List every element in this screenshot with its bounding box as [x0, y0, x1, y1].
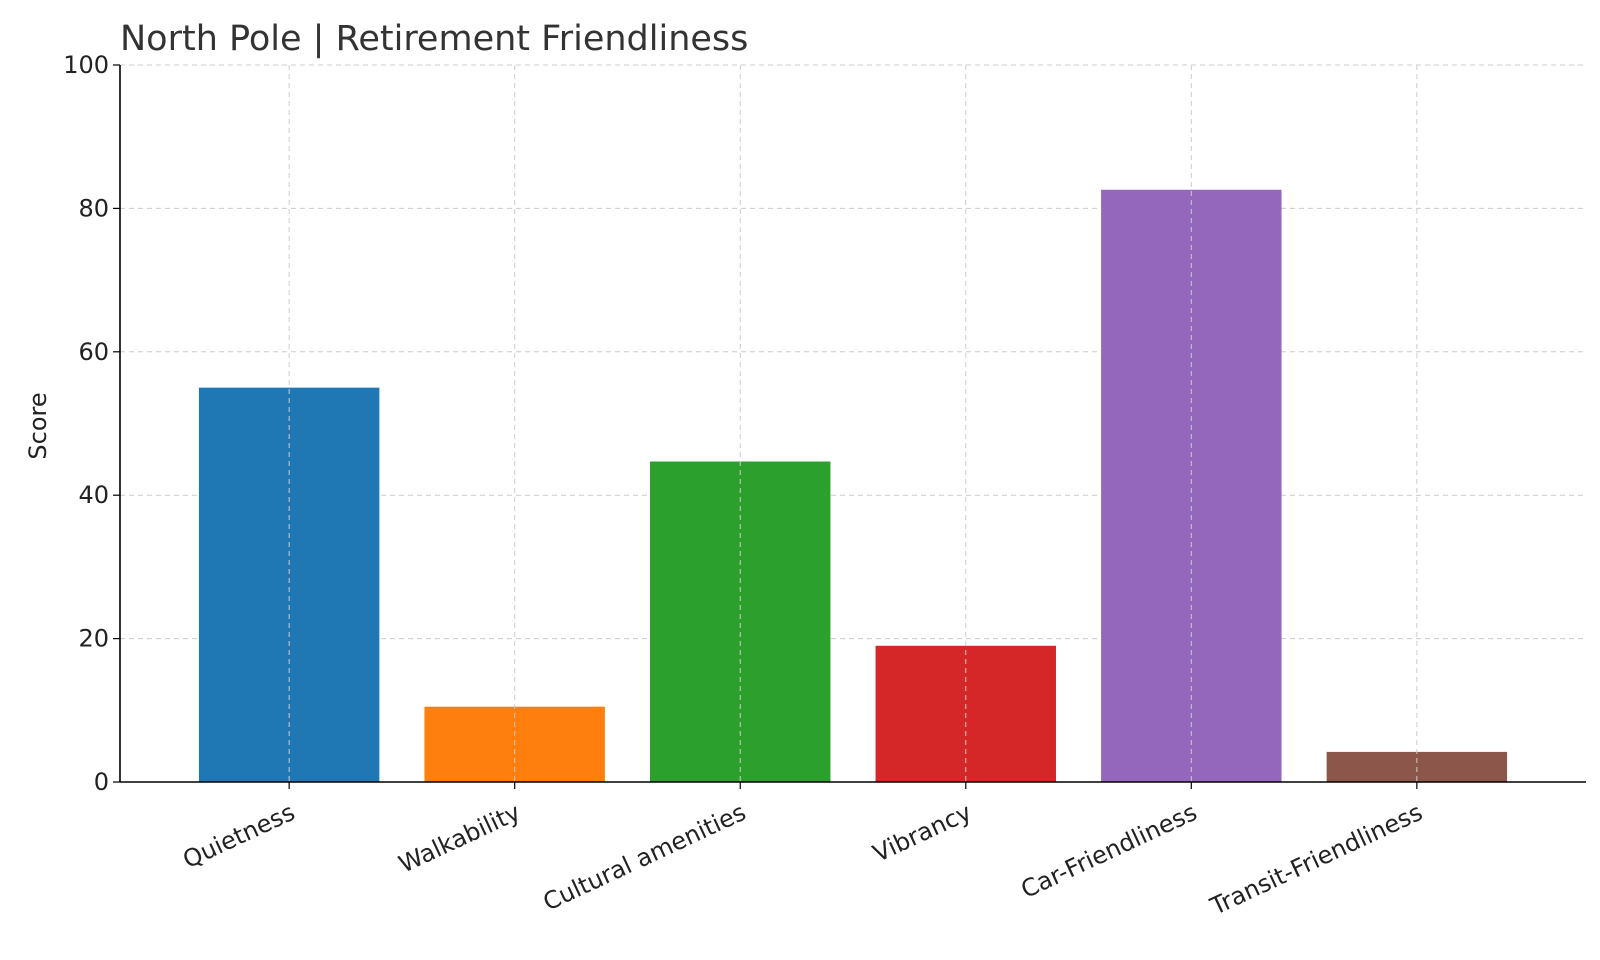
- x-tick-label: Cultural amenities: [539, 798, 750, 916]
- x-tick-label: Transit-Friendliness: [1205, 798, 1426, 921]
- bar-car-friendliness: [1101, 189, 1282, 782]
- chart-title: North Pole | Retirement Friendliness: [120, 19, 748, 59]
- bars-layer: [198, 189, 1508, 782]
- y-tick-label: 100: [63, 51, 109, 79]
- y-tick-label: 20: [78, 625, 109, 653]
- y-tick-label: 60: [78, 338, 109, 366]
- y-tick-label: 80: [78, 194, 109, 222]
- axes-layer: [113, 64, 1586, 789]
- bar-cultural-amenities: [650, 461, 831, 782]
- x-tick-label: Car-Friendliness: [1017, 798, 1202, 904]
- x-tick-label: Quietness: [179, 798, 300, 874]
- y-axis-label: Score: [24, 392, 52, 459]
- x-tick-label: Walkability: [394, 798, 524, 879]
- vertical-grid-layer: [288, 65, 1418, 782]
- x-tick-label: Vibrancy: [869, 798, 976, 868]
- y-tick-label: 0: [94, 768, 109, 796]
- y-tick-label: 40: [78, 481, 109, 509]
